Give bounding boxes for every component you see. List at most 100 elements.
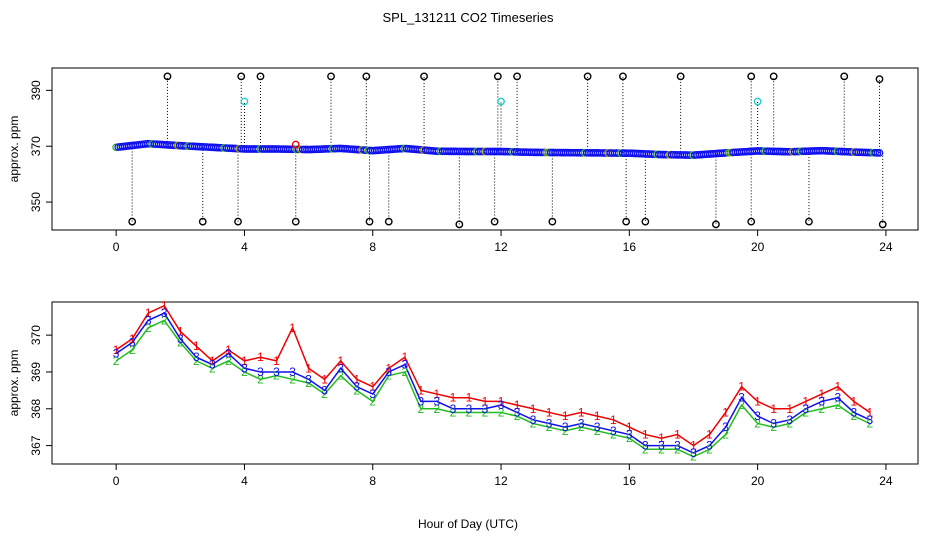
series-marker-1: 1 [193,339,200,353]
series-marker-3: 3 [754,409,761,423]
series-marker-1: 1 [530,402,537,416]
cyan-point [497,97,505,106]
series-marker-1: 1 [209,354,216,368]
series-marker-1: 1 [498,394,505,408]
top-x-axis: 0 4 8 12 16 20 24 [113,230,893,254]
x-tick-label: 16 [623,474,637,488]
y-tick-label: 350 [29,192,43,212]
low-outlier-point [622,217,631,226]
series-marker-1: 1 [241,354,248,368]
main-point [875,149,884,157]
low-outlier-point [747,217,756,226]
series-marker-2: 2 [610,428,617,442]
bottom-y-axis: 367 368 369 370 [29,325,52,456]
high-outlier-point [769,72,778,81]
series-marker-1: 1 [706,428,713,442]
series-marker-1: 1 [674,428,681,442]
series-marker-2: 2 [418,402,425,416]
series-marker-2: 2 [466,405,473,419]
series-marker-2: 2 [530,417,537,431]
y-tick-label: 390 [29,80,43,100]
series-marker-1: 1 [369,380,376,394]
series-marker-3: 3 [193,350,200,364]
series-marker-1: 1 [770,402,777,416]
series-marker-2: 2 [241,365,248,379]
low-outlier-point [805,217,813,226]
series-marker-3: 3 [802,402,809,416]
series-marker-2: 2 [401,365,408,379]
series-marker-3: 3 [289,365,296,379]
series-marker-1: 1 [786,402,793,416]
series-marker-3: 3 [706,439,713,453]
x-tick-label: 20 [751,240,765,254]
series-marker-3: 3 [562,420,569,434]
series-marker-1: 1 [738,380,745,394]
series-marker-1: 1 [305,361,312,375]
high-outlier-point [513,72,521,81]
series-marker-1: 1 [129,332,136,346]
x-axis-label: Hour of Day (UTC) [418,517,518,531]
series-marker-1: 1 [802,394,809,408]
series-marker-2: 2 [257,372,264,386]
series-marker-1: 1 [754,394,761,408]
series-marker-2: 2 [450,405,457,419]
series-marker-3: 3 [851,405,858,419]
series-marker-2: 2 [369,394,376,408]
series-marker-3: 3 [161,306,168,320]
high-outlier-point [327,72,335,81]
y-tick-label: 368 [29,398,43,418]
x-tick-label: 0 [113,240,120,254]
series-marker-3: 3 [867,413,874,427]
series-marker-1: 1 [642,428,649,442]
series-marker-1: 1 [482,394,489,408]
series-marker-3: 3 [241,361,248,375]
series-marker-1: 1 [401,350,408,364]
series-marker-3: 3 [642,439,649,453]
series-marker-1: 1 [113,343,120,357]
x-tick-label: 8 [369,240,376,254]
series-marker-3: 3 [610,424,617,438]
series-marker-1: 1 [594,409,601,423]
red-point [291,140,300,149]
x-tick-label: 16 [623,240,637,254]
series-marker-3: 3 [145,313,152,327]
x-tick-label: 24 [879,474,893,488]
series-marker-1: 1 [834,380,841,394]
series-marker-3: 3 [658,439,665,453]
series-marker-3: 3 [353,380,360,394]
low-outlier-point [384,217,393,226]
figure-title: SPL_131211 CO2 Timeseries [382,10,554,25]
x-tick-label: 8 [369,474,376,488]
series-marker-3: 3 [401,358,408,372]
series-marker-3: 3 [177,332,184,346]
series-marker-2: 2 [674,442,681,456]
series-marker-2: 2 [658,442,665,456]
high-outlier-point [420,72,428,81]
series-marker-2: 2 [145,321,152,335]
series-marker-1: 1 [161,299,168,313]
x-tick-label: 20 [751,474,765,488]
series-marker-2: 2 [722,428,729,442]
series-marker-2: 2 [193,354,200,368]
x-tick-label: 4 [241,240,248,254]
series-marker-2: 2 [225,354,232,368]
series-marker-2: 2 [770,420,777,434]
series-marker-3: 3 [626,428,633,442]
series-marker-3: 3 [674,439,681,453]
series-marker-3: 3 [466,402,473,416]
series-marker-1: 1 [851,394,858,408]
series-marker-3: 3 [337,361,344,375]
series-line-2 [115,319,871,458]
high-outlier-point [163,72,172,81]
y-tick-label: 369 [29,362,43,382]
series-marker-1: 1 [626,420,633,434]
low-outlier-point [128,217,137,226]
series-marker-1: 1 [466,391,473,405]
low-outlier-point [878,220,887,229]
series-marker-2: 2 [834,398,841,412]
high-outlier-point [237,72,246,81]
x-tick-label: 4 [241,474,248,488]
series-marker-3: 3 [498,398,505,412]
high-outlier-point [676,72,685,81]
